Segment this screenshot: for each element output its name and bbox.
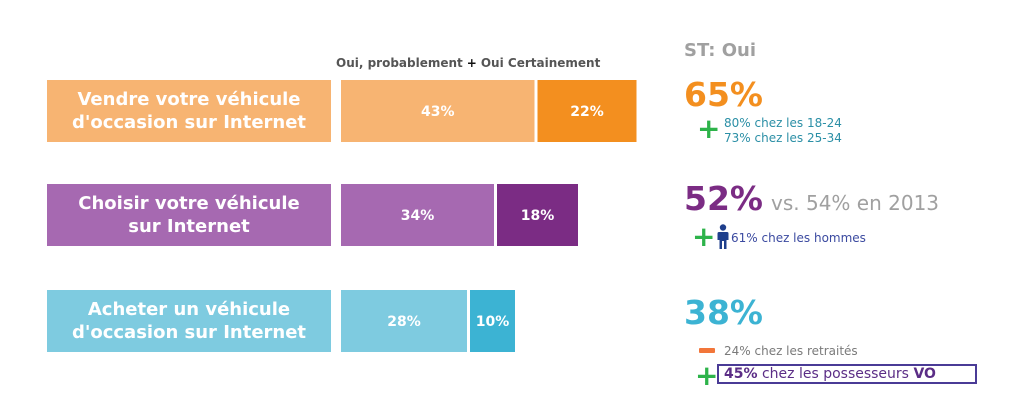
summary-comparison-2013: vs. 54% en 2013 [771, 191, 940, 215]
bar-row2-series2 [497, 184, 578, 246]
category-label-line: Acheter un véhicule [87, 299, 291, 320]
summary-total-acheter: 38% [684, 294, 763, 332]
summary-total-vendre: 65% [684, 76, 763, 114]
note-possesseurs-value: 45% [724, 366, 758, 382]
minus-icon [699, 348, 715, 353]
note-possesseurs-vo: 45% chez les possesseurs VO [717, 364, 977, 384]
bar-label-row3-series1: 28% [387, 314, 421, 330]
bar-row3-series1 [341, 290, 467, 352]
legend-plus: + [466, 56, 477, 70]
category-label-line: Vendre votre véhicule [77, 89, 301, 110]
person-icon [717, 224, 729, 249]
summary-total-choisir: 52% vs. 54% en 2013 [684, 180, 939, 222]
plus-icon: + [697, 112, 721, 145]
bar-row3-series2 [470, 290, 515, 352]
chart-legend: Oui, probablement + Oui Certainement [336, 56, 600, 70]
summary-value: 38% [684, 293, 763, 332]
note-possesseurs-text: chez les possesseurs [757, 366, 914, 382]
summary-title: ST: Oui [684, 40, 757, 61]
category-label-vendre: Vendre votre véhicule d'occasion sur Inte… [47, 80, 331, 142]
category-label-acheter: Acheter un véhicule d'occasion sur Intern… [47, 290, 331, 352]
category-label-line: Choisir votre véhicule [78, 193, 300, 214]
category-label-line: d'occasion sur Internet [71, 112, 307, 133]
bar-row1-series1 [341, 80, 535, 142]
bar-label-row1-series2: 22% [570, 104, 604, 120]
note-possesseurs-vo-label: VO [913, 366, 936, 382]
category-label-line: d'occasion sur Internet [71, 322, 307, 343]
bar-row2-series1 [341, 184, 494, 246]
note-retraites: 24% chez les retraités [724, 344, 858, 358]
bar-label-row2-series2: 18% [521, 208, 555, 224]
note-hommes: 61% chez les hommes [731, 231, 866, 245]
legend-series-certainement: Oui Certainement [480, 56, 601, 70]
summary-value: 52% [684, 179, 763, 218]
plus-icon: + [692, 220, 716, 253]
note-18-24: 80% chez les 18-24 [724, 116, 842, 130]
bar-label-row1-series1: 43% [421, 104, 455, 120]
summary-value: 65% [684, 75, 763, 114]
bar-label-row3-series2: 10% [476, 314, 510, 330]
note-25-34: 73% chez les 25-34 [724, 131, 842, 145]
plus-icon: + [695, 359, 719, 392]
category-label-line: sur Internet [128, 216, 250, 237]
bar-row1-series2 [537, 80, 637, 142]
category-label-choisir: Choisir votre véhicule sur Internet [47, 184, 331, 246]
legend-series-probablement: Oui, probablement [336, 56, 463, 70]
bar-label-row2-series1: 34% [401, 208, 435, 224]
